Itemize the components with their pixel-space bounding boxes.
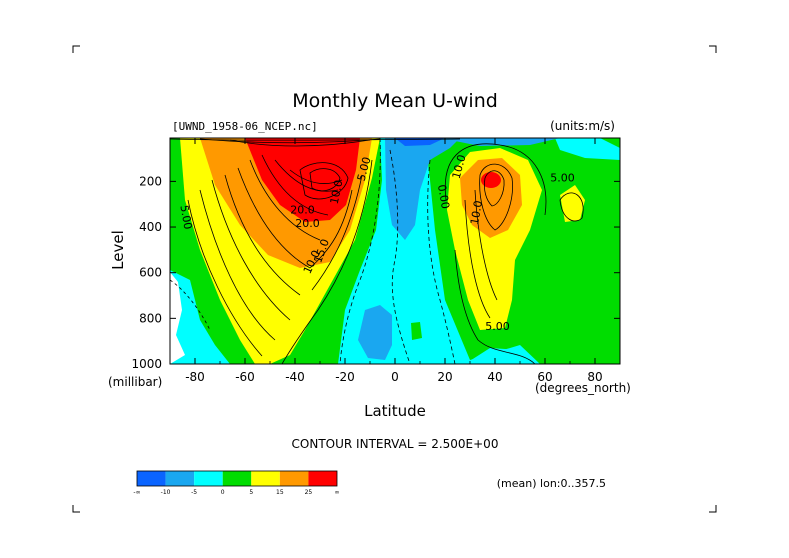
y-axis-title: Level <box>109 230 127 270</box>
contour-label: 5.00 <box>550 171 575 184</box>
colorbar-swatch <box>308 471 337 486</box>
y-tick-label: 800 <box>139 311 162 325</box>
contour-label: 10.0 <box>328 179 346 206</box>
colorbar-swatch <box>251 471 280 486</box>
contour-label: 5.00 <box>177 204 194 230</box>
x-tick-label: 40 <box>487 370 502 384</box>
colorbar-label: 0 <box>221 489 225 496</box>
x-axis-title: Latitude <box>364 402 426 420</box>
x-tick-label: -40 <box>285 370 305 384</box>
x-tick-label: 60 <box>537 370 552 384</box>
colorbar-swatch <box>194 471 223 486</box>
contour-label: 20.0 <box>290 203 315 216</box>
colorbar-frame <box>136 470 338 487</box>
colorbar-swatch <box>137 471 166 486</box>
x-tick-label: -60 <box>235 370 255 384</box>
colorbar-label: ∞ <box>335 489 340 496</box>
footnote: (mean) lon:0..357.5 <box>497 477 606 490</box>
x-units-label: (degrees_north) <box>535 381 631 395</box>
y-tick-label: 1000 <box>131 357 162 371</box>
contour-label: 10.0 <box>450 153 469 180</box>
colorbar-label: 15 <box>276 489 284 496</box>
chart-title: Monthly Mean U-wind <box>292 90 498 112</box>
x-tick-label: 80 <box>587 370 602 384</box>
colorbar: -∞ -10 -5 0 5 15 25 ∞ <box>133 470 340 496</box>
colorbar-label: 25 <box>305 489 313 496</box>
colorbar-swatch <box>165 471 195 486</box>
colorbar-label: -∞ <box>133 489 140 496</box>
dataset-label: [UWND_1958-06_NCEP.nc] <box>172 120 318 133</box>
y-tick-label: 400 <box>139 220 162 234</box>
x-tick-label: 0 <box>391 370 399 384</box>
colorbar-swatch <box>222 471 252 486</box>
y-tick-label: 200 <box>139 174 162 188</box>
contour-label: 10.0 <box>468 200 485 226</box>
contour-label: 20.0 <box>295 217 320 230</box>
contour-interval-label: CONTOUR INTERVAL = 2.500E+00 <box>292 437 499 451</box>
x-tick-label: 20 <box>437 370 452 384</box>
colorbar-label: -5 <box>191 489 197 496</box>
x-tick-label: -20 <box>335 370 355 384</box>
contour-label: 0.00 <box>435 184 452 210</box>
units-label: (units:m/s) <box>550 119 615 133</box>
contour-label: 5.00 <box>355 156 374 183</box>
y-tick-label: 600 <box>139 266 162 280</box>
y-units-label: (millibar) <box>108 375 162 389</box>
contour-field <box>170 138 620 364</box>
contour-label: 5.00 <box>485 320 510 333</box>
x-tick-label: -80 <box>185 370 205 384</box>
colorbar-label: 5 <box>249 489 253 496</box>
crop-marks <box>72 45 717 513</box>
colorbar-label: -10 <box>161 489 171 496</box>
axes: -80 -60 -40 -20 0 20 40 60 80 200 400 600 800 1000 <box>131 138 620 384</box>
colorbar-swatch <box>279 471 309 486</box>
